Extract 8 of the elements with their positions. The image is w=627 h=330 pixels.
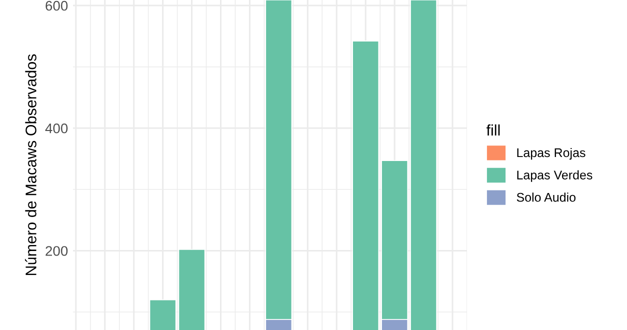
legend-label: Lapas Rojas (517, 148, 586, 160)
y-tick-label: 400 (45, 123, 68, 134)
y-tick-label: 600 (46, 0, 68, 11)
legend-label: Lapas Verdes (517, 170, 592, 182)
legend-title: fill (486, 124, 500, 136)
y-tick-label: 200 (46, 246, 68, 256)
y-axis-title: Número de Macaws Observados (24, 54, 36, 275)
legend-label: Solo Audio (516, 192, 576, 202)
